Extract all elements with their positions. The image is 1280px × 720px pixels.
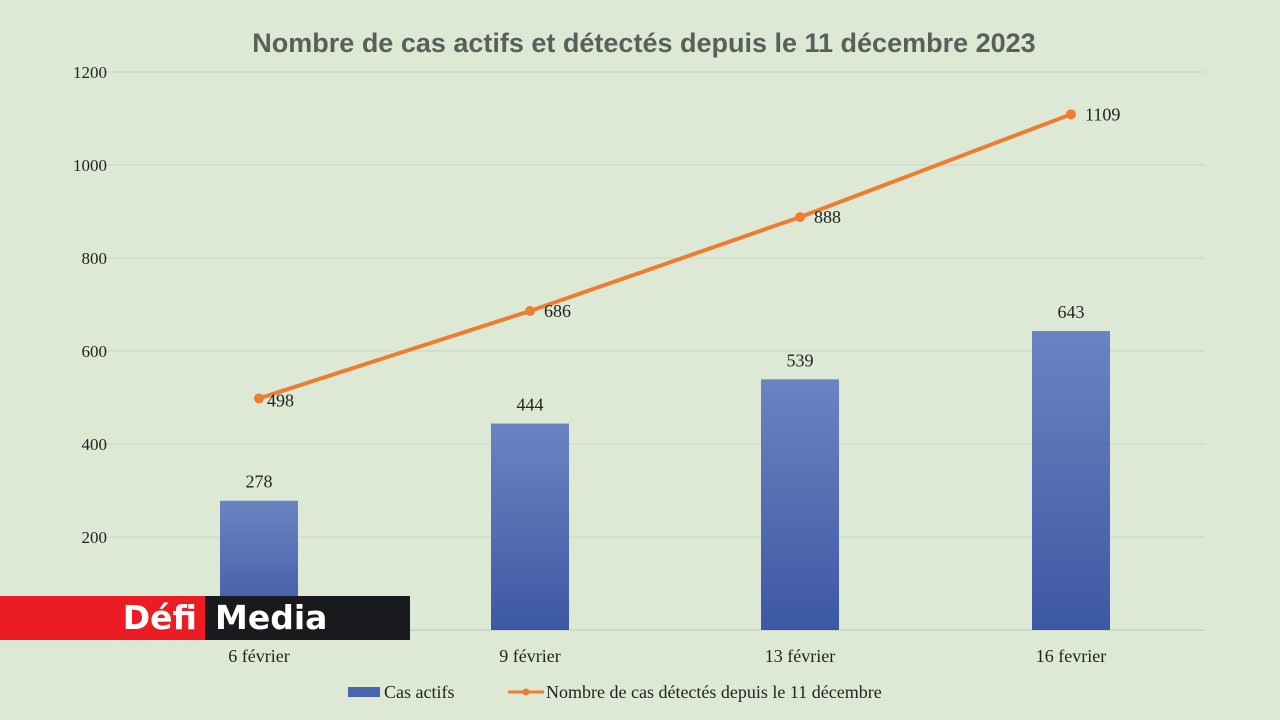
bar-data-label: 278 [246, 472, 273, 492]
defi-media-logo: Défi Media [0, 596, 410, 640]
bar-data-label: 539 [787, 350, 814, 370]
y-tick-label: 400 [82, 435, 108, 454]
logo-part-defi: Défi [0, 596, 205, 640]
legend-label-line: Nombre de cas détectés depuis le 11 déce… [546, 682, 882, 702]
x-tick-label: 13 février [765, 646, 835, 666]
y-tick-label: 600 [82, 342, 108, 361]
x-tick-label: 6 février [228, 646, 289, 666]
y-tick-label: 1000 [73, 156, 107, 175]
legend: Cas actifs Nombre de cas détectés depuis… [348, 682, 882, 702]
line-point-3 [1066, 109, 1076, 120]
line-data-label: 888 [814, 207, 841, 227]
bar-2 [761, 379, 839, 630]
x-tick-label: 9 février [499, 646, 560, 666]
line-series [258, 112, 1072, 401]
line-data-label: 498 [267, 390, 294, 410]
legend-label-bars: Cas actifs [384, 682, 454, 702]
bar-data-label: 444 [517, 395, 544, 415]
bar-1 [491, 423, 569, 630]
chart-title: Nombre de cas actifs et détectés depuis … [252, 28, 1035, 58]
line-point-0 [254, 393, 264, 404]
line-data-label: 686 [544, 301, 571, 321]
bar-3 [1032, 331, 1110, 630]
legend-swatch-marker [522, 688, 530, 696]
y-tick-label: 1200 [73, 63, 107, 82]
logo-part-media: Media [205, 596, 410, 640]
x-tick-label: 16 fevrier [1036, 646, 1106, 666]
line-data-label: 1109 [1085, 104, 1120, 124]
y-tick-label: 800 [82, 249, 108, 268]
line-point-2 [795, 212, 805, 223]
legend-swatch-bars [348, 687, 380, 697]
y-tick-label: 200 [82, 528, 108, 547]
line-point-1 [525, 306, 535, 317]
bar-data-label: 643 [1058, 302, 1085, 322]
